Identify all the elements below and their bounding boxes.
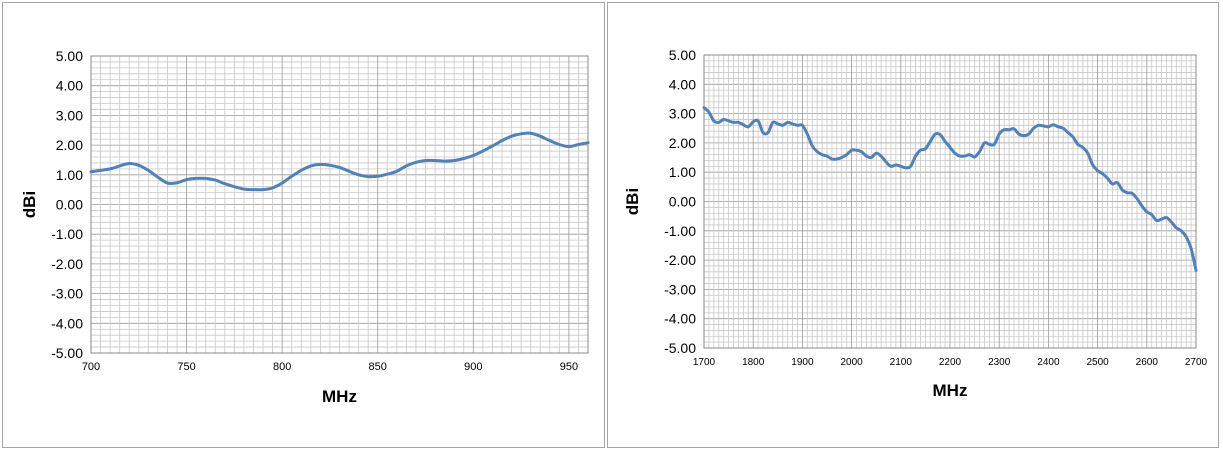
y-tick-label: 3.00	[56, 107, 83, 123]
x-tick-label: 2600	[1136, 357, 1159, 368]
y-tick-label: -5.00	[51, 345, 83, 361]
series-line-0	[89, 131, 590, 192]
x-tick-label: 2300	[988, 357, 1011, 368]
x-tick-label: 2000	[840, 357, 863, 368]
y-tick-label: 2.00	[56, 137, 83, 153]
y-tick-label: -2.00	[664, 252, 696, 268]
y-tick-label: -5.00	[664, 340, 696, 356]
x-tick-label: 2400	[1037, 357, 1060, 368]
plot-area	[703, 54, 1197, 349]
y-axis-title: dBi	[20, 191, 39, 218]
chart-panel-right: 5.00 4.00 3.00 2.00 1.00 0.00 -1.00 -2.00 -3.00 -…	[607, 2, 1219, 448]
x-tick-label: 1900	[791, 357, 814, 368]
plot-area	[90, 55, 589, 354]
y-tick-label: 1.00	[56, 167, 83, 183]
x-tick-label: 2700	[1185, 357, 1208, 368]
y-tick-label: -4.00	[664, 311, 696, 327]
x-tick-label: 850	[369, 361, 387, 373]
y-tick-label: 0.00	[669, 194, 696, 210]
x-axis-title: MHz	[322, 387, 357, 406]
x-tick-label: 750	[177, 361, 195, 373]
y-tick-label: 3.00	[669, 106, 696, 122]
y-tick-label: -4.00	[51, 315, 83, 331]
chart-left: 5.00 4.00 3.00 2.00 1.00 0.00 -1.00 -2.00 -3.00 -…	[20, 48, 590, 406]
x-tick-label: 2500	[1086, 357, 1109, 368]
y-tick-label: 4.00	[669, 76, 696, 92]
gridlines	[703, 54, 1197, 349]
y-tick-label: -1.00	[51, 226, 83, 242]
y-tick-label: -1.00	[664, 223, 696, 239]
x-tick-label: 2100	[890, 357, 913, 368]
series-line-0	[702, 106, 1198, 272]
x-tick-label: 900	[464, 361, 482, 373]
x-tick-label: 800	[273, 361, 291, 373]
chart-right: 5.00 4.00 3.00 2.00 1.00 0.00 -1.00 -2.00 -3.00 -…	[623, 47, 1208, 400]
y-tick-label: 5.00	[669, 47, 696, 63]
y-tick-label: -3.00	[664, 281, 696, 297]
y-tick-label: -2.00	[51, 256, 83, 272]
x-tick-label: 1800	[742, 357, 765, 368]
y-tick-label: 2.00	[669, 135, 696, 151]
x-tick-label: 950	[560, 361, 578, 373]
x-tick-label: 2200	[939, 357, 962, 368]
y-tick-label: 0.00	[56, 197, 83, 213]
x-axis-title: MHz	[933, 381, 968, 400]
y-tick-label: 5.00	[56, 48, 83, 64]
gridlines	[90, 55, 589, 354]
y-tick-label: 4.00	[56, 78, 83, 94]
x-tick-label: 700	[82, 361, 100, 373]
y-tick-label: -3.00	[51, 286, 83, 302]
y-tick-label: 1.00	[669, 164, 696, 180]
chart-panel-left: 5.00 4.00 3.00 2.00 1.00 0.00 -1.00 -2.00 -3.00 -…	[2, 2, 605, 448]
x-tick-label: 1700	[693, 357, 716, 368]
y-axis-title: dBi	[623, 188, 642, 215]
